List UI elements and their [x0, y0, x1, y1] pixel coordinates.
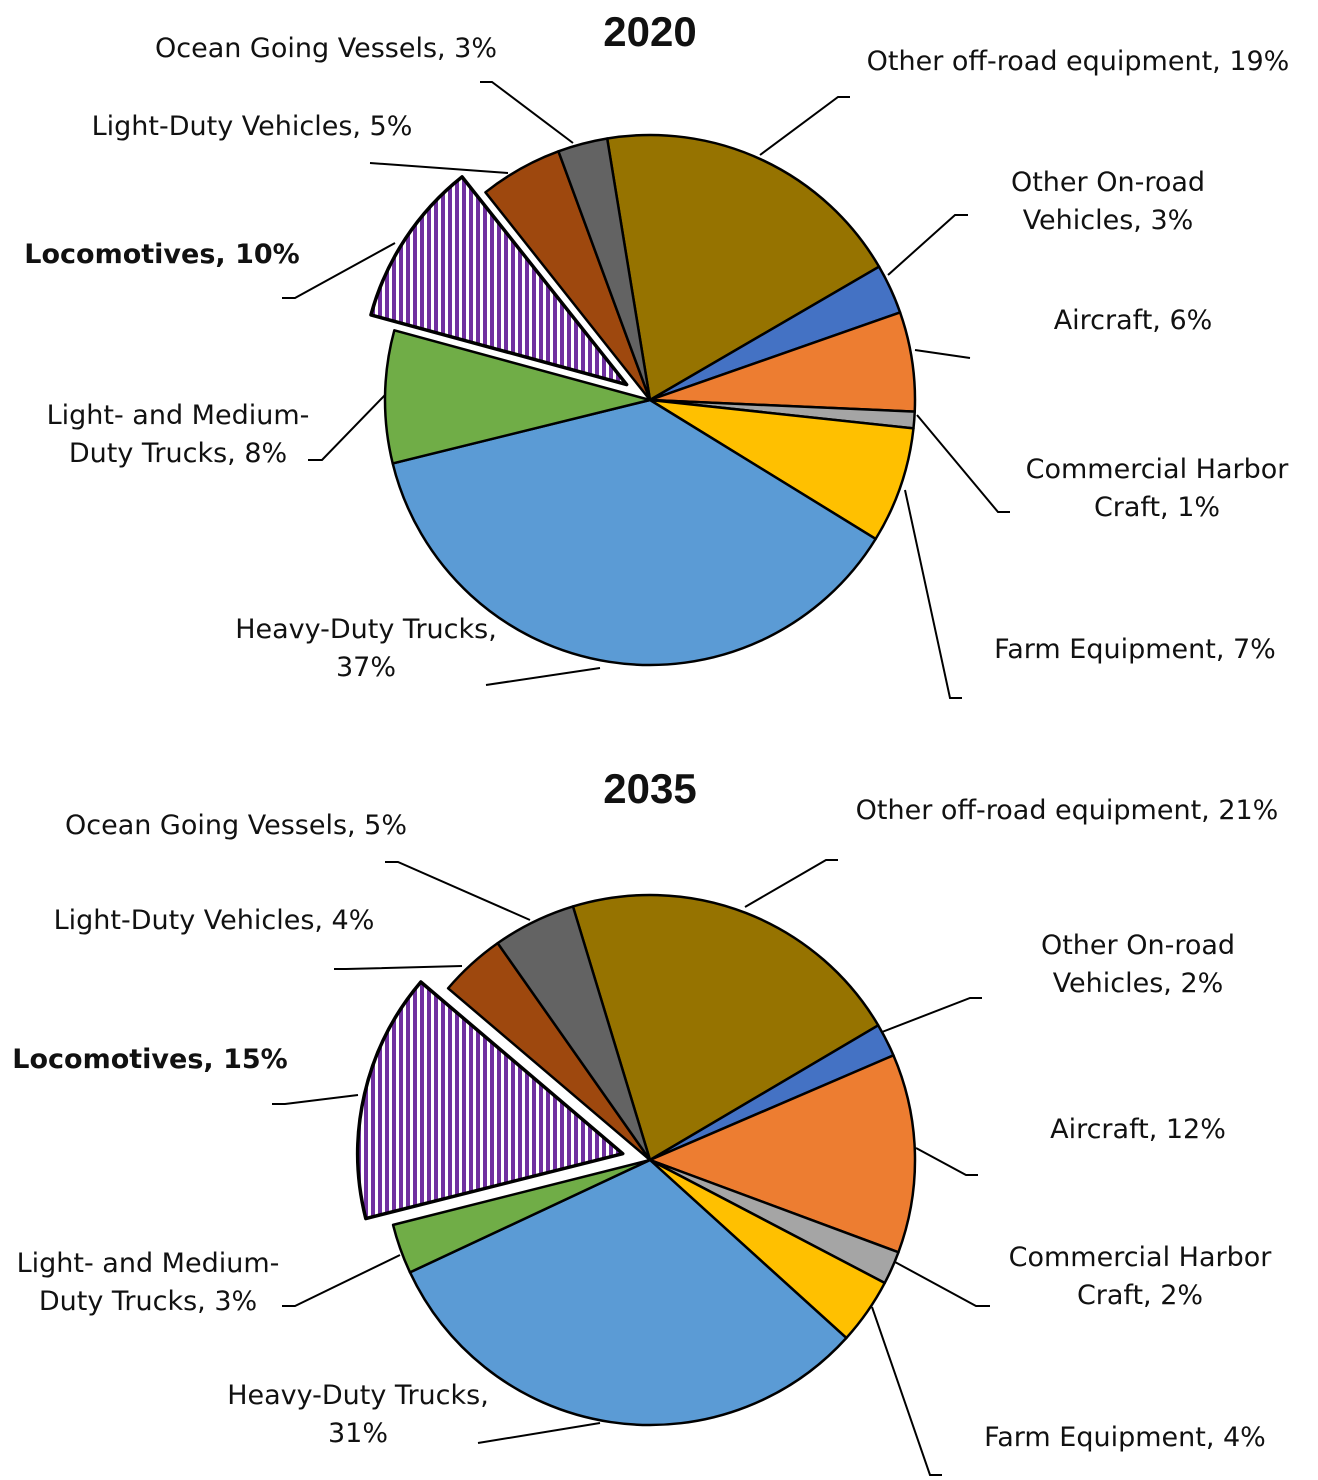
slice-label: Ocean Going Vessels, 3%: [155, 33, 497, 64]
slice-label: Aircraft, 12%: [1050, 1114, 1226, 1145]
slice-label: Light- and Medium-: [47, 400, 310, 431]
leader-line: [894, 1261, 990, 1307]
leader-line: [881, 997, 982, 1033]
pie-slice: [496, 905, 652, 1162]
leader-line: [477, 1422, 601, 1444]
slice-label: Locomotives, 15%: [12, 1044, 287, 1075]
leader-line: [759, 96, 850, 156]
slice-label: Light- and Medium-: [17, 1248, 280, 1279]
leader-line: [871, 1306, 942, 1476]
slice-label: Locomotives, 10%: [24, 239, 299, 270]
leader-line: [915, 1147, 978, 1176]
slice-label: Aircraft, 6%: [1054, 305, 1213, 336]
pie-slice: [605, 133, 881, 402]
slice-label: Heavy-Duty Trucks,: [227, 1380, 489, 1411]
leader-line: [308, 394, 386, 461]
slice-label: Light-Duty Vehicles, 4%: [54, 905, 375, 936]
chart-title: 2020: [603, 8, 696, 55]
slice-label: Farm Equipment, 7%: [994, 634, 1276, 665]
pie-slice: [355, 980, 625, 1221]
slice-label: 31%: [328, 1418, 388, 1449]
pie-slice: [571, 893, 880, 1162]
leader-line: [282, 1254, 401, 1307]
slice-label: Commercial Harbor: [1026, 454, 1290, 485]
slice-label: Ocean Going Vessels, 5%: [65, 810, 407, 841]
slice-label: Other On-road: [1011, 167, 1205, 198]
leader-line: [385, 861, 531, 921]
slice-label: Farm Equipment, 4%: [984, 1422, 1266, 1453]
pie-slice: [557, 137, 652, 402]
pie-slice: [648, 1054, 917, 1254]
leader-line: [334, 965, 463, 970]
slice-label: Duty Trucks, 3%: [39, 1286, 257, 1317]
pie: [355, 893, 917, 1427]
slice-label: Craft, 2%: [1077, 1280, 1203, 1311]
leader-line: [916, 414, 1010, 513]
slice-label: Other off-road equipment, 21%: [856, 795, 1279, 826]
leader-line: [904, 489, 962, 699]
chart-title: 2035: [603, 765, 696, 812]
leader-line: [369, 162, 509, 174]
pie-slice: [369, 175, 629, 387]
slice-label: Other On-road: [1041, 930, 1235, 961]
slice-label: Duty Trucks, 8%: [69, 438, 287, 469]
slice-label: Commercial Harbor: [1009, 1242, 1273, 1273]
pie-slice: [391, 398, 877, 667]
pie-slice: [391, 1158, 652, 1274]
leader-line: [887, 214, 968, 276]
slice-label: Heavy-Duty Trucks,: [235, 614, 497, 645]
slice-label: Craft, 1%: [1094, 492, 1220, 523]
leader-line: [480, 81, 574, 144]
pie-slice: [383, 329, 652, 465]
pie: [369, 133, 917, 667]
leader-line: [485, 667, 601, 686]
slice-label: Vehicles, 3%: [1023, 205, 1194, 236]
leader-line: [914, 349, 971, 359]
slice-label: 37%: [336, 652, 396, 683]
leader-line: [272, 1094, 359, 1105]
slice-label: Vehicles, 2%: [1053, 968, 1224, 999]
leader-line: [744, 859, 838, 908]
leader-line: [282, 242, 396, 299]
pie-slice: [648, 398, 915, 541]
slice-label: Light-Duty Vehicles, 5%: [92, 111, 413, 142]
slice-label: Other off-road equipment, 19%: [867, 46, 1290, 77]
pie-slice: [408, 1158, 848, 1427]
